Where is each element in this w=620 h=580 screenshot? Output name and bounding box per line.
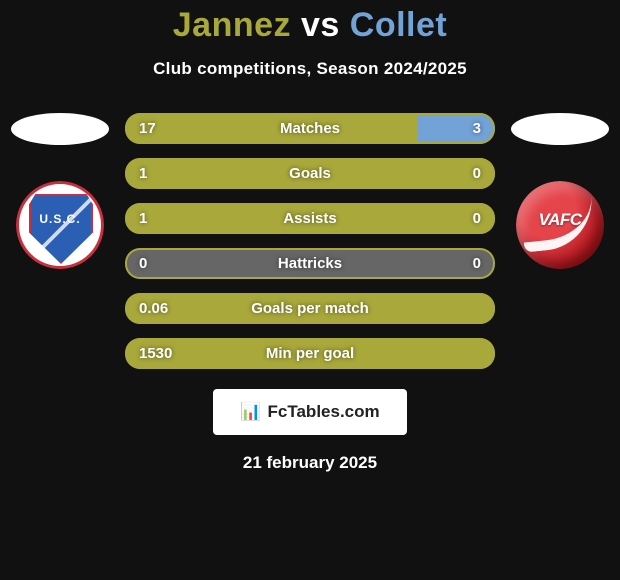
stat-bars: 17 3 Matches 1 0 Goals 1 0 Assists 0 0 Hattricks 0.0… (125, 113, 495, 369)
player1-photo-placeholder (11, 113, 109, 145)
stat-value-left: 0.06 (139, 300, 168, 317)
stat-value-left: 1 (139, 165, 147, 182)
player1-name: Jannez (173, 6, 291, 44)
stat-label: Goals (289, 165, 331, 182)
player2-club-badge: VAFC (516, 181, 604, 269)
infographic: Jannez vs Collet Club competitions, Seas… (0, 0, 620, 580)
source-logo: 📊 FcTables.com (213, 389, 407, 435)
stat-bar: 0 0 Hattricks (125, 248, 495, 279)
date-label: 21 february 2025 (0, 453, 620, 473)
stat-bar: 1530 Min per goal (125, 338, 495, 369)
right-side: VAFC (505, 113, 615, 269)
source-name: FcTables.com (268, 402, 380, 422)
stat-bar: 0.06 Goals per match (125, 293, 495, 324)
player2-photo-placeholder (511, 113, 609, 145)
stat-value-left: 0 (139, 255, 147, 272)
bar-fill-right (417, 113, 495, 144)
page-title: Jannez vs Collet (0, 0, 620, 45)
stat-value-right: 0 (473, 165, 481, 182)
stat-bar: 1 0 Assists (125, 203, 495, 234)
vafc-text: VAFC (538, 210, 581, 230)
vafc-icon: VAFC (516, 181, 604, 269)
stat-value-left: 1 (139, 210, 147, 227)
stat-label: Hattricks (278, 255, 342, 272)
stat-label: Assists (283, 210, 336, 227)
stat-label: Min per goal (266, 345, 354, 362)
subtitle: Club competitions, Season 2024/2025 (0, 59, 620, 79)
stat-bar: 1 0 Goals (125, 158, 495, 189)
player1-club-badge: U.S.C. (16, 181, 104, 269)
stat-value-left: 1530 (139, 345, 172, 362)
comparison-row: U.S.C. 17 3 Matches 1 0 Goals 1 0 Assists 0 0 Hattr… (0, 113, 620, 369)
usc-shield-text: U.S.C. (39, 212, 80, 226)
chart-icon: 📊 (240, 402, 261, 422)
stat-value-right: 3 (473, 120, 481, 137)
stat-label: Goals per match (251, 300, 369, 317)
bar-fill-left (125, 113, 417, 144)
usc-shield-icon: U.S.C. (16, 181, 104, 269)
stat-value-right: 0 (473, 210, 481, 227)
left-side: U.S.C. (5, 113, 115, 269)
stat-label: Matches (280, 120, 340, 137)
stat-value-right: 0 (473, 255, 481, 272)
vs-label: vs (301, 6, 340, 44)
stat-value-left: 17 (139, 120, 156, 137)
stat-bar: 17 3 Matches (125, 113, 495, 144)
player2-name: Collet (350, 6, 447, 44)
